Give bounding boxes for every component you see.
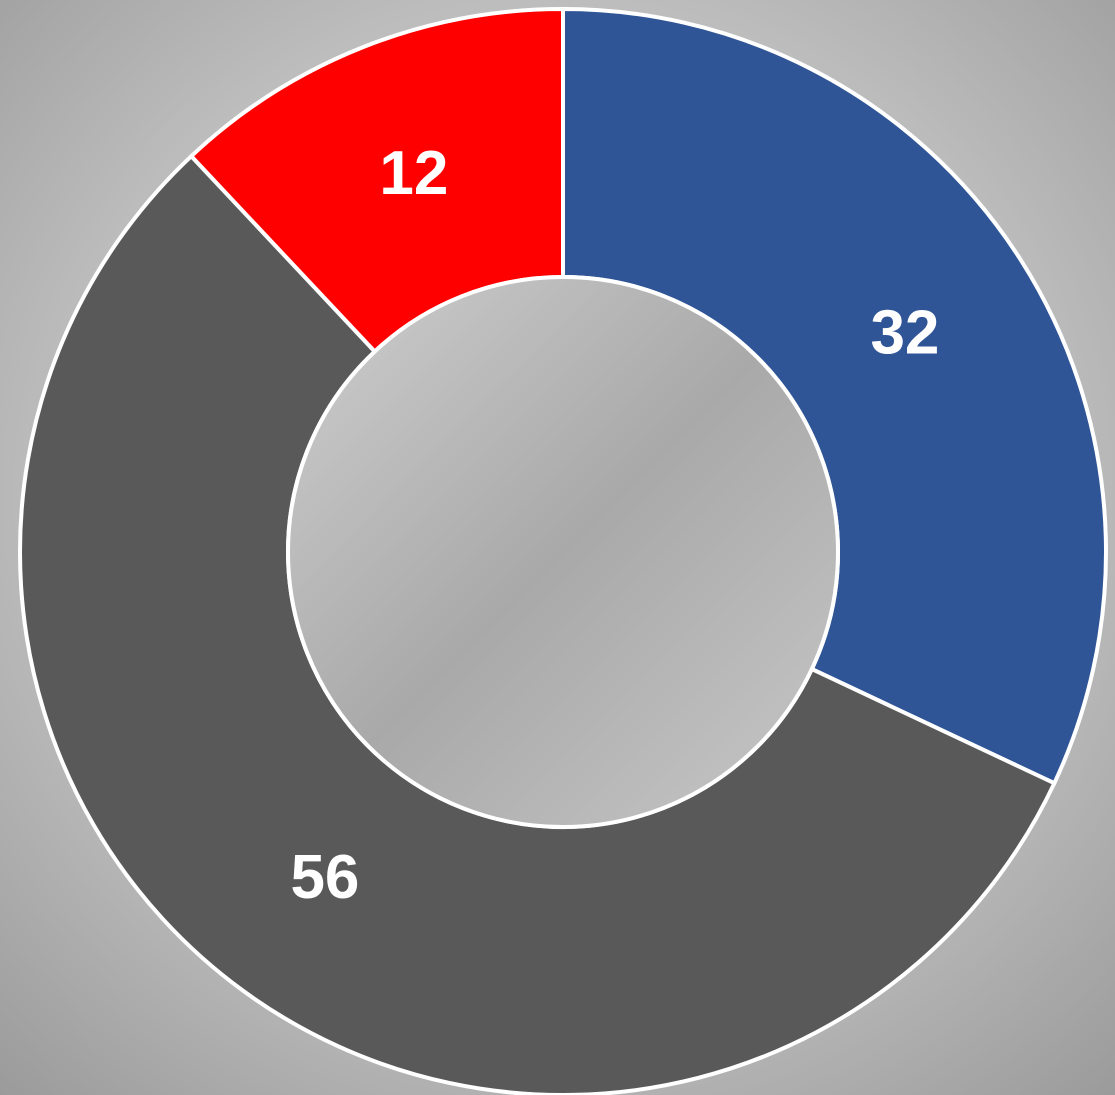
page: 325612 (() => { const data = JSON.parse(… (0, 0, 1115, 1095)
center-photo (288, 277, 838, 827)
data-label: 56 (290, 843, 359, 912)
data-label: 12 (379, 139, 448, 208)
data-label: 32 (870, 298, 939, 367)
chart: 32 56 12 (0, 0, 1115, 1095)
